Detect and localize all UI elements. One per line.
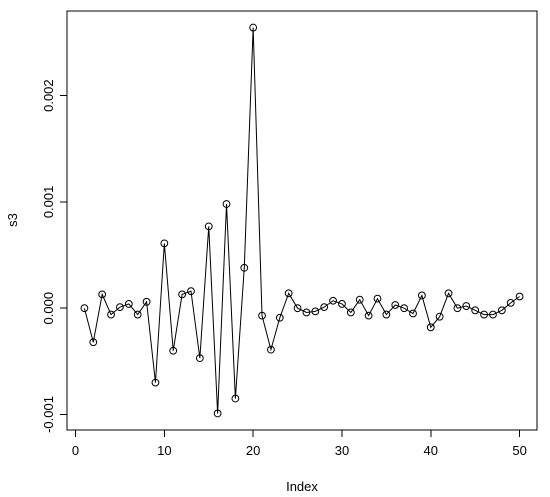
- data-point: [213, 409, 222, 418]
- data-point: [435, 312, 444, 321]
- data-point: [409, 309, 417, 318]
- data-point: [489, 310, 497, 319]
- data-point: [142, 297, 151, 306]
- data-point: [258, 311, 266, 320]
- series: [80, 23, 524, 418]
- data-point: [382, 310, 391, 319]
- data-point: [89, 338, 98, 347]
- data-point: [267, 345, 275, 354]
- data-point: [187, 287, 195, 296]
- y-tick-label: -0.001: [41, 396, 56, 433]
- y-tick-label: 0.002: [41, 79, 56, 112]
- data-point: [195, 354, 204, 363]
- data-point: [515, 292, 524, 301]
- data-point: [169, 346, 178, 355]
- data-point: [222, 200, 231, 208]
- data-point: [249, 23, 258, 32]
- data-point: [320, 303, 329, 312]
- x-axis-label: Index: [286, 479, 318, 494]
- data-point: [400, 304, 409, 313]
- data-point: [151, 378, 160, 387]
- data-point: [444, 289, 453, 298]
- data-point: [453, 304, 462, 313]
- x-tick-label: 40: [424, 443, 438, 458]
- data-point: [302, 308, 311, 317]
- data-point: [80, 304, 89, 313]
- y-tick-label: 0.001: [41, 186, 56, 219]
- data-point: [107, 310, 115, 319]
- data-point: [160, 239, 169, 248]
- x-axis: 0 10 20 30 40 50: [72, 429, 527, 458]
- data-point: [426, 323, 435, 332]
- data-point: [418, 291, 426, 300]
- data-point: [204, 222, 213, 231]
- plot-frame: [66, 10, 538, 431]
- data-point: [178, 290, 187, 299]
- data-point: [506, 298, 515, 307]
- data-point: [497, 306, 506, 315]
- y-tick-label: 0.000: [41, 292, 56, 325]
- data-point: [116, 303, 124, 312]
- y-axis: -0.001 0.000 0.001 0.002: [41, 79, 68, 433]
- data-point: [471, 306, 480, 315]
- data-point: [240, 263, 249, 272]
- data-point: [124, 300, 133, 308]
- data-point: [462, 302, 471, 310]
- x-tick-label: 0: [72, 443, 79, 458]
- data-point: [284, 289, 293, 298]
- data-point: [338, 300, 346, 308]
- x-tick-label: 10: [157, 443, 171, 458]
- y-axis-label: s3: [5, 213, 20, 227]
- series-line: [83, 27, 520, 414]
- x-tick-label: 30: [335, 443, 349, 458]
- data-point: [311, 307, 320, 316]
- data-point: [231, 394, 240, 403]
- data-point: [480, 310, 488, 319]
- data-point: [391, 301, 400, 309]
- x-tick-label: 20: [246, 443, 260, 458]
- data-point: [98, 290, 107, 299]
- data-point: [293, 304, 302, 313]
- data-point: [355, 295, 364, 304]
- data-point: [364, 311, 373, 320]
- data-point: [346, 308, 355, 317]
- data-point: [133, 310, 142, 319]
- x-tick-label: 50: [512, 443, 526, 458]
- data-point: [373, 294, 382, 303]
- data-point: [329, 296, 337, 305]
- data-point: [275, 313, 284, 322]
- data-points: [80, 23, 524, 418]
